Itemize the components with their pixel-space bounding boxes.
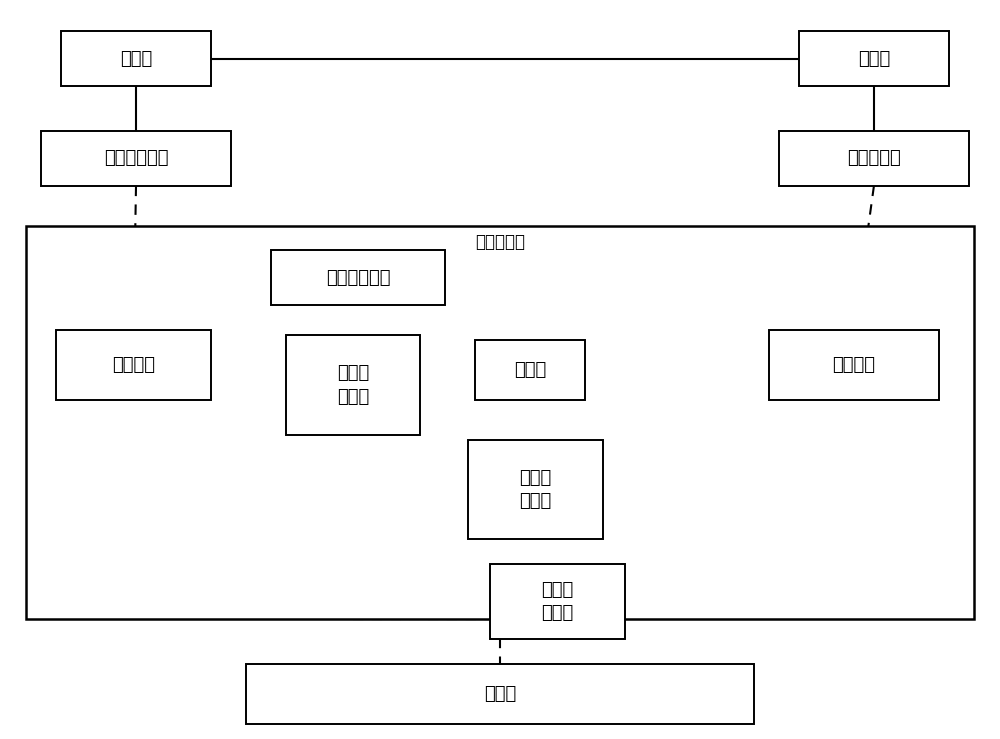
Text: 输出结构: 输出结构	[833, 356, 876, 374]
Bar	[490, 565, 625, 639]
Bar	[56, 330, 211, 400]
Bar	[246, 664, 754, 723]
Text: 温度比
较结构: 温度比 较结构	[337, 364, 369, 406]
Text: 温度控制器: 温度控制器	[475, 233, 525, 251]
Text: 报警器: 报警器	[484, 685, 516, 703]
Text: 输入结构: 输入结构	[112, 356, 155, 374]
Bar	[41, 131, 231, 185]
Text: 温度传感元件: 温度传感元件	[104, 149, 168, 167]
Text: 温度存储结构: 温度存储结构	[326, 269, 390, 287]
Text: 计时器: 计时器	[514, 361, 546, 379]
Bar	[26, 225, 974, 619]
Text: 时间比
较结构: 时间比 较结构	[519, 469, 552, 511]
Text: 控制电路板: 控制电路板	[847, 149, 901, 167]
Bar	[286, 335, 420, 435]
Bar	[61, 31, 211, 86]
Bar	[769, 330, 939, 400]
Text: 加热箱: 加热箱	[120, 50, 152, 68]
Bar	[779, 131, 969, 185]
Text: 加热线: 加热线	[858, 50, 890, 68]
Bar	[475, 340, 585, 400]
Bar	[271, 251, 445, 305]
Text: 时间存
储结构: 时间存 储结构	[541, 581, 573, 622]
Bar	[799, 31, 949, 86]
Bar	[468, 440, 603, 539]
